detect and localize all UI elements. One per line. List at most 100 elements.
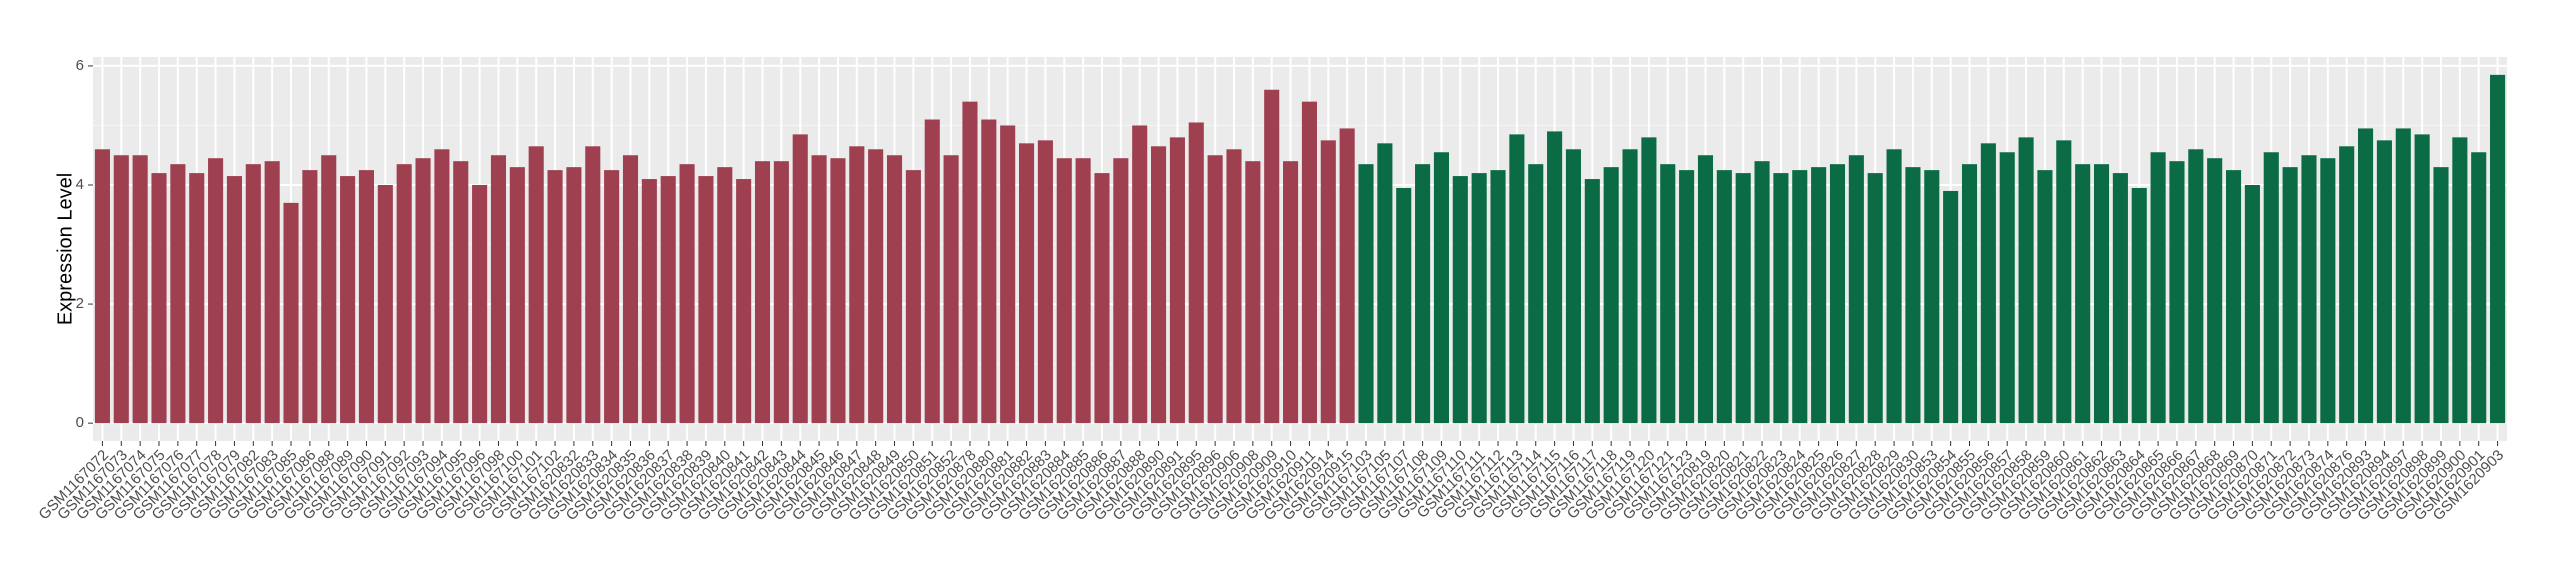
bar bbox=[2207, 158, 2223, 424]
bar bbox=[981, 119, 997, 424]
bar bbox=[1207, 155, 1223, 424]
bar bbox=[1829, 164, 1846, 424]
bar bbox=[1528, 164, 1544, 424]
bar bbox=[472, 185, 488, 424]
bar bbox=[849, 146, 865, 424]
bar bbox=[2244, 185, 2260, 424]
bar bbox=[886, 155, 903, 424]
bar bbox=[830, 158, 846, 424]
bar bbox=[1622, 149, 1638, 424]
bar bbox=[1603, 167, 1619, 424]
bar bbox=[1320, 140, 1336, 424]
bar bbox=[1547, 131, 1563, 424]
bar bbox=[283, 202, 299, 424]
bar bbox=[2225, 170, 2242, 424]
bar bbox=[1490, 170, 1506, 424]
bar bbox=[2169, 161, 2185, 424]
bar bbox=[660, 176, 676, 424]
bar bbox=[924, 119, 940, 424]
bar bbox=[1735, 173, 1751, 424]
bar bbox=[396, 164, 412, 424]
bar bbox=[528, 146, 544, 424]
bar bbox=[1811, 167, 1827, 424]
bar bbox=[1679, 170, 1695, 424]
bar bbox=[1773, 173, 1789, 424]
bar bbox=[340, 176, 356, 424]
bar bbox=[1886, 149, 1902, 424]
bar bbox=[566, 167, 582, 424]
y-tick-label: 4 bbox=[76, 176, 84, 193]
bar bbox=[2490, 74, 2506, 424]
bar bbox=[1283, 161, 1299, 424]
bar bbox=[2131, 187, 2147, 424]
bar bbox=[2263, 152, 2279, 424]
bar bbox=[1924, 170, 1940, 424]
bar bbox=[1264, 89, 1280, 424]
bar bbox=[2301, 155, 2317, 424]
bar bbox=[2018, 137, 2034, 424]
bar bbox=[2150, 152, 2166, 424]
bar bbox=[151, 173, 167, 424]
bar bbox=[1999, 152, 2015, 424]
bar bbox=[245, 164, 261, 424]
bar bbox=[1301, 101, 1317, 424]
bar bbox=[1056, 158, 1072, 424]
bar bbox=[1697, 155, 1714, 424]
bar bbox=[264, 161, 280, 424]
bar bbox=[1905, 167, 1921, 424]
bar bbox=[434, 149, 450, 424]
bar bbox=[1132, 125, 1148, 424]
bar bbox=[509, 167, 525, 424]
bar bbox=[1094, 173, 1110, 424]
bar bbox=[1226, 149, 1242, 424]
bar bbox=[1565, 149, 1582, 424]
bar bbox=[1151, 146, 1167, 424]
bar bbox=[2452, 137, 2468, 424]
bar bbox=[585, 146, 601, 424]
bar bbox=[2075, 164, 2091, 424]
bar bbox=[1433, 152, 1449, 424]
bar bbox=[2320, 158, 2336, 424]
bar bbox=[208, 158, 224, 424]
bar bbox=[622, 155, 639, 424]
bar bbox=[1339, 128, 1355, 424]
bar bbox=[1018, 143, 1035, 424]
bar bbox=[1943, 190, 1959, 424]
bar bbox=[2188, 149, 2204, 424]
bar bbox=[698, 176, 714, 424]
bar bbox=[2037, 170, 2053, 424]
bar bbox=[1584, 179, 1600, 424]
bar bbox=[94, 149, 110, 424]
bar bbox=[226, 176, 242, 424]
bar bbox=[2471, 152, 2487, 424]
bar bbox=[792, 134, 808, 424]
bar bbox=[1509, 134, 1525, 424]
bar bbox=[1113, 158, 1129, 424]
bar bbox=[773, 161, 789, 424]
bar bbox=[717, 167, 733, 424]
bar bbox=[189, 173, 205, 424]
y-tick-label: 6 bbox=[76, 57, 84, 74]
bar bbox=[302, 170, 318, 424]
bar bbox=[1867, 173, 1883, 424]
y-tick-label: 2 bbox=[76, 295, 84, 312]
bar bbox=[490, 155, 507, 424]
bar bbox=[2056, 140, 2072, 424]
bar bbox=[962, 101, 978, 424]
bar bbox=[2282, 167, 2298, 424]
bar bbox=[1415, 164, 1431, 424]
bar bbox=[2093, 164, 2110, 424]
bar bbox=[868, 149, 884, 424]
bar bbox=[547, 170, 563, 424]
bar bbox=[1471, 173, 1487, 424]
bar bbox=[1245, 161, 1261, 424]
bar bbox=[358, 170, 375, 424]
bar bbox=[1980, 143, 1996, 424]
bar bbox=[1188, 122, 1204, 424]
bar bbox=[641, 179, 657, 424]
bar bbox=[2358, 128, 2374, 424]
bar bbox=[1754, 161, 1770, 424]
bar bbox=[1792, 170, 1808, 424]
bar bbox=[415, 158, 431, 424]
